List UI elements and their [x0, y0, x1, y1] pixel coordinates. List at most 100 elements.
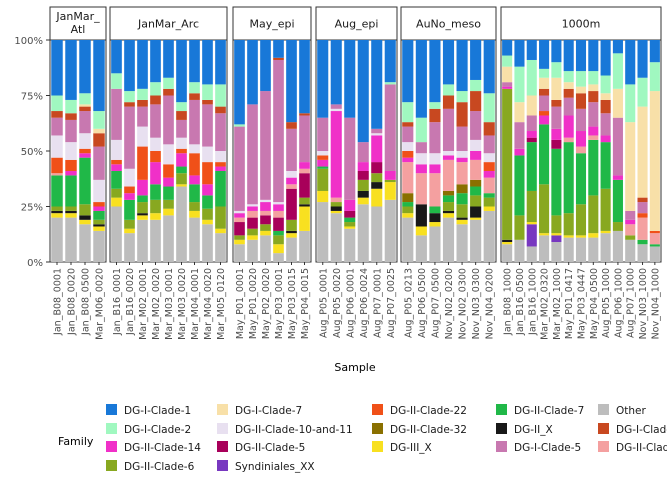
bar-segment [470, 206, 482, 218]
bar-segment [371, 40, 383, 129]
y-tick-label: 75% [21, 92, 43, 103]
legend-label: DG-II-Clade-15 [616, 442, 667, 454]
bar-segment [299, 230, 310, 262]
bar-segment [163, 77, 174, 89]
bar-segment [600, 93, 611, 100]
bar-segment [137, 40, 148, 89]
bar-segment [51, 135, 63, 158]
bar-segment [273, 204, 284, 211]
legend-swatch [598, 441, 609, 452]
x-tick-label: Nov_N03_0300 [471, 268, 482, 339]
legend-swatch [598, 423, 609, 434]
bar-segment [299, 168, 310, 174]
bar-segment [384, 170, 396, 180]
bar-segment [637, 40, 648, 78]
bar-segment [234, 213, 245, 218]
bar-segment [273, 235, 284, 245]
bar-segment [600, 233, 611, 262]
bar-segment [456, 40, 468, 92]
x-tick-label: Mar_M05_0120 [216, 268, 227, 340]
bar-segment [649, 62, 660, 92]
bar-segment [575, 93, 587, 109]
x-tick-label: Nov_N04_0200 [485, 268, 496, 339]
bar-segment [625, 219, 636, 225]
bar-segment [176, 153, 187, 167]
legend-label: DG-I-Clade-5 [514, 442, 581, 454]
x-tick-label: Nov_N04_1000 [650, 268, 661, 339]
bar-segment [111, 159, 122, 165]
bar-segment [502, 88, 513, 240]
bar-segment [273, 57, 284, 60]
bar-segment [371, 162, 383, 174]
facet-strip-label: JanMar_Arc [137, 18, 199, 31]
bar-segment [402, 202, 414, 207]
bar-segment [344, 199, 356, 211]
bar-segment [588, 91, 599, 103]
x-tick-label: Mar_M02_0020 [151, 268, 162, 340]
bar-segment [470, 195, 482, 207]
x-tick-label: Jan_B16_0001 [112, 268, 123, 336]
bar-segment [357, 179, 369, 191]
bar-segment [563, 88, 574, 98]
x-tick-label: Aug_P05_0213 [403, 268, 414, 338]
bar-segment [483, 193, 495, 198]
bar-segment [588, 233, 599, 238]
bar-segment [111, 164, 122, 171]
bar-segment [483, 122, 495, 136]
bar-segment [649, 244, 660, 247]
bar-segment [202, 104, 213, 147]
bar-segment [176, 166, 187, 174]
legend-label: DG-II-Clade-22 [390, 405, 467, 417]
bar-segment [357, 40, 369, 143]
bar-segment [79, 204, 91, 216]
bar-segment [371, 173, 383, 183]
y-tick-label: 25% [21, 203, 43, 214]
bar-segment [637, 244, 648, 262]
facet-strip-label: 1000m [562, 18, 601, 31]
bar-segment [470, 186, 482, 196]
bar-segment [526, 115, 537, 132]
bar-segment [588, 195, 599, 234]
bar-segment [456, 157, 468, 163]
bar-segment [163, 186, 174, 200]
bar-segment [588, 139, 599, 196]
bar-segment [65, 217, 77, 262]
bar-segment [514, 215, 525, 240]
bar-segment [234, 40, 245, 125]
bar-segment [51, 157, 63, 174]
facet-strip-label: JanMar_ [55, 10, 100, 23]
bar-segment [612, 230, 623, 262]
bar-segment [483, 153, 495, 163]
bar-segment [79, 153, 91, 158]
bar-segment [330, 111, 342, 198]
bar-segment [442, 108, 455, 151]
bar-segment [357, 197, 369, 205]
x-tick-label: Nov_N02_0200 [444, 268, 455, 339]
x-tick-label: Mar_M04_0020 [203, 268, 214, 340]
bar-segment [150, 184, 161, 200]
bar-segment [189, 153, 200, 176]
legend-swatch [598, 404, 609, 415]
x-tick-label: Aug_P06_0500 [417, 268, 428, 338]
bar-segment [330, 197, 342, 203]
bar-segment [124, 102, 135, 107]
bar-segment [470, 79, 482, 92]
bar-segment [429, 40, 441, 103]
bar-segment [575, 71, 587, 87]
bar-segment [357, 170, 369, 180]
bar-segment [539, 184, 550, 234]
x-tick-label: Jan_B08_1000 [503, 268, 514, 336]
bar-segment [539, 235, 550, 262]
bar-segment [65, 119, 77, 143]
bar-segment [539, 40, 550, 69]
bar-segment [286, 170, 297, 178]
legend-label: Syndiniales_XX [235, 461, 315, 473]
bar-segment [234, 124, 245, 127]
bar-segment [575, 204, 587, 236]
x-tick-label: Jan_B16_0020 [125, 268, 136, 336]
bar-segment [470, 139, 482, 151]
bar-segment [124, 168, 135, 187]
bar-segment [189, 210, 200, 218]
legend-label: DG-I-Clade-4 [616, 424, 667, 436]
y-tick-label: 0% [27, 258, 43, 269]
